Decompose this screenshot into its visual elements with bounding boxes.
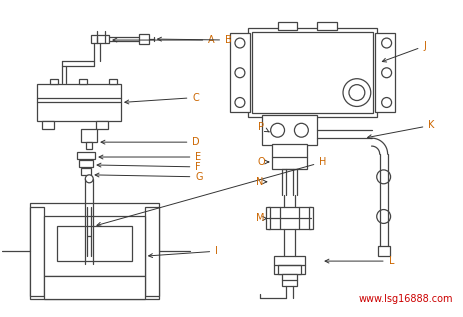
Bar bbox=[278, 265, 301, 274]
Text: F: F bbox=[97, 162, 201, 172]
Circle shape bbox=[85, 175, 93, 183]
Circle shape bbox=[343, 79, 371, 107]
Text: A: A bbox=[113, 35, 215, 45]
Bar bbox=[79, 160, 93, 167]
Text: D: D bbox=[101, 137, 200, 147]
Text: O: O bbox=[258, 157, 269, 167]
Bar bbox=[139, 34, 149, 44]
Text: I: I bbox=[149, 246, 218, 257]
Circle shape bbox=[235, 38, 245, 48]
Bar bbox=[79, 79, 87, 84]
Circle shape bbox=[377, 170, 391, 184]
Text: J: J bbox=[382, 41, 426, 62]
Bar bbox=[252, 32, 373, 113]
Bar bbox=[44, 217, 145, 276]
Text: P: P bbox=[258, 122, 269, 132]
Bar bbox=[30, 207, 44, 296]
Bar bbox=[91, 35, 109, 43]
Bar bbox=[375, 33, 394, 113]
Bar bbox=[81, 129, 97, 142]
Circle shape bbox=[382, 98, 392, 107]
Bar bbox=[109, 79, 117, 84]
Bar bbox=[272, 144, 307, 169]
Text: E: E bbox=[99, 152, 201, 162]
Bar bbox=[248, 28, 377, 117]
Circle shape bbox=[349, 85, 365, 100]
Bar bbox=[77, 152, 95, 159]
Bar bbox=[309, 207, 313, 230]
Text: K: K bbox=[368, 120, 435, 139]
Circle shape bbox=[377, 210, 391, 223]
Circle shape bbox=[294, 123, 308, 137]
Text: M: M bbox=[256, 213, 267, 223]
Circle shape bbox=[235, 98, 245, 107]
Bar bbox=[378, 246, 389, 256]
Circle shape bbox=[271, 123, 285, 137]
Bar bbox=[282, 274, 297, 286]
Text: B: B bbox=[157, 35, 232, 45]
Circle shape bbox=[382, 68, 392, 78]
Bar bbox=[262, 115, 317, 145]
Text: L: L bbox=[325, 256, 394, 266]
Bar bbox=[81, 168, 91, 175]
Bar bbox=[274, 256, 305, 274]
Bar bbox=[278, 22, 297, 30]
Text: www.lsg16888.com: www.lsg16888.com bbox=[358, 294, 453, 304]
Bar bbox=[50, 79, 57, 84]
Circle shape bbox=[382, 38, 392, 48]
Bar bbox=[230, 33, 250, 113]
Bar bbox=[37, 84, 121, 121]
Bar bbox=[317, 22, 337, 30]
Bar bbox=[268, 207, 311, 230]
Bar bbox=[44, 276, 145, 299]
Bar bbox=[30, 203, 159, 299]
Bar bbox=[145, 207, 159, 296]
Text: C: C bbox=[125, 93, 199, 104]
Circle shape bbox=[235, 68, 245, 78]
Bar bbox=[86, 142, 92, 149]
Text: H: H bbox=[97, 157, 326, 226]
Bar bbox=[42, 121, 54, 129]
Bar bbox=[56, 226, 132, 261]
Bar bbox=[96, 121, 108, 129]
Text: G: G bbox=[95, 172, 203, 182]
Text: N: N bbox=[256, 177, 267, 187]
Bar bbox=[266, 207, 269, 230]
